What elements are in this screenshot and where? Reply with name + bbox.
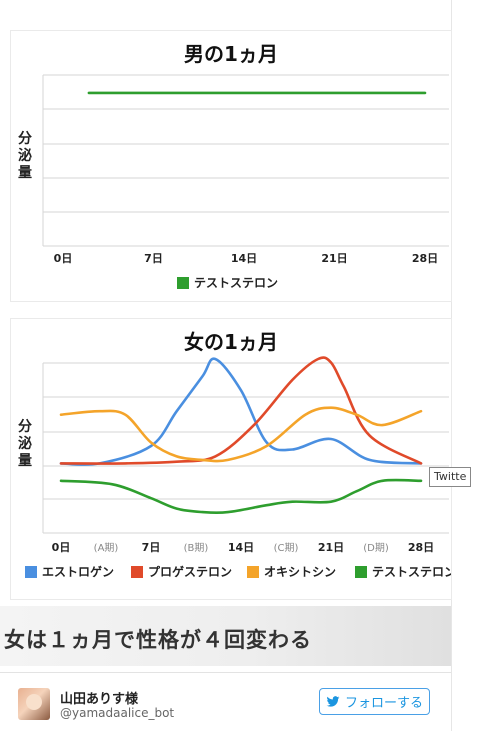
caption-banner: 女は１ヵ月で性格が４回変わる [0,606,451,666]
tweet-card: 男の1ヵ月分泌量 0日 7日 14日 21日 28日 テストステロン 女の1ヵ月分泌量 0日(… [0,0,456,731]
female-legend-swatch-1 [25,566,37,578]
caption-text: 女は１ヵ月で性格が４回変わる [4,628,312,652]
male-tick-label: 21日 [321,252,347,265]
female-chart-title: 女の1ヵ月 [184,330,278,354]
female-series-line-4 [59,478,423,515]
female-tick-label: (C期) [274,542,299,554]
female-tick-label: 7日 [142,541,161,554]
female-tick-label: (B期) [184,542,209,554]
male-tick-label: 14日 [231,252,257,265]
female-tick-label: 28日 [408,541,434,554]
female-ylabel-char: 泌 [18,435,32,452]
female-series-line-1 [59,357,423,466]
female-legend-label-3: オキシトシン [264,565,336,579]
author-handle[interactable]: @yamadaalice_bot [60,706,175,720]
avatar[interactable] [18,688,50,720]
twitter-bird-icon [326,695,340,707]
female-tick-label: (D期) [363,542,389,554]
male-tick-label: 28日 [412,252,438,265]
female-tick-label: (A期) [94,542,119,554]
female-series-line-2 [59,356,423,465]
male-chart: 男の1ヵ月分泌量 0日 7日 14日 21日 28日テストステロン [10,30,452,302]
female-legend-swatch-4 [355,566,367,578]
female-tick-label: 21日 [318,541,344,554]
male-ylabel-char: 分 [18,131,32,147]
male-ylabel-char: 量 [18,165,32,181]
female-series-line-3 [59,406,423,463]
female-chart: 女の1ヵ月分泌量 0日 (A期) 7日 (B期) 14日 (C期) 21日 (D期) 28日エスト… [10,318,456,600]
male-legend-swatch-1 [177,277,189,289]
male-ylabel-char: 泌 [18,147,32,164]
female-legend-swatch-2 [131,566,143,578]
female-legend-label-1: エストロゲン [42,564,114,579]
male-tick-label: 0日 [54,252,73,265]
male-tick-label: 7日 [144,252,163,265]
male-chart-title: 男の1ヵ月 [184,42,278,66]
female-tick-label: 14日 [228,541,254,554]
female-legend-label-4: テストステロン [372,565,451,579]
divider [0,672,451,673]
female-legend-swatch-3 [247,566,259,578]
female-tick-label: 0日 [52,541,71,554]
male-legend-label-1: テストステロン [194,276,278,290]
female-ylabel-char: 量 [18,453,32,469]
follow-button-label: フォローする [344,696,423,711]
follow-button[interactable]: フォローする [319,688,430,715]
female-legend-label-2: プロゲステロン [148,564,232,579]
female-ylabel-char: 分 [18,419,32,435]
tooltip: Twitte [429,467,472,487]
author-name[interactable]: 山田ありす様 [60,692,139,707]
